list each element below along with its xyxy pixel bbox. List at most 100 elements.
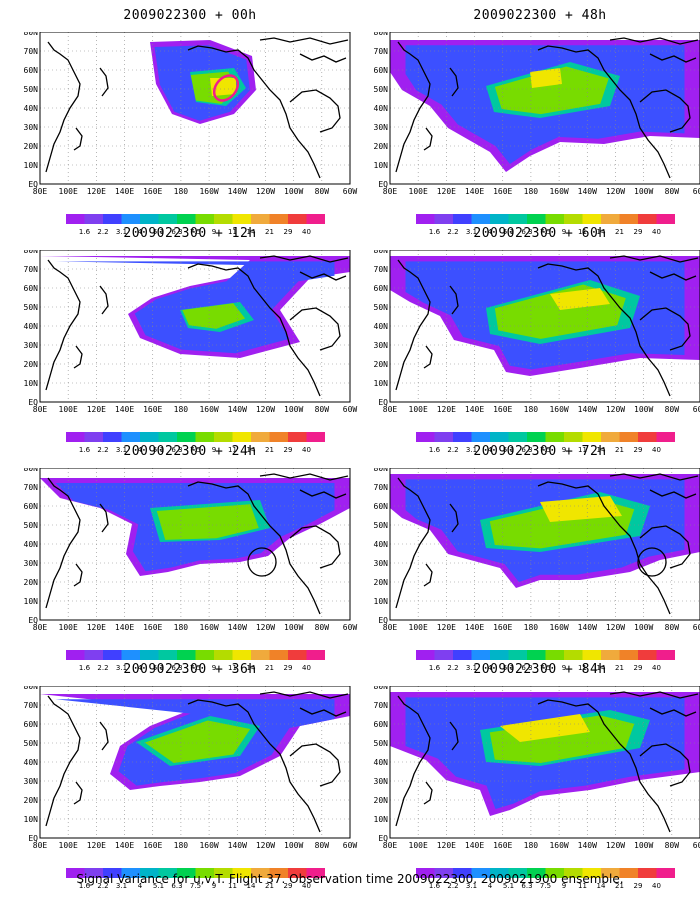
contour-level: [500, 714, 590, 742]
lon-tick-label: 80W: [665, 841, 680, 850]
lat-tick-label: 50N: [24, 303, 39, 312]
colorbar-label: 14: [597, 664, 606, 672]
coastline: [45, 41, 81, 173]
colorbar-label: 29: [634, 882, 643, 890]
coastline: [395, 695, 431, 827]
lat-tick-label: 20N: [24, 578, 39, 587]
lat-tick-label: 30N: [24, 559, 39, 568]
map-panel: 2009022300 + 60h 80N 70N 60N 50N 40N 30N 20N 10N…: [370, 226, 700, 454]
lat-tick-label: 40N: [24, 758, 39, 767]
lon-tick-label: 120W: [606, 405, 625, 414]
lat-tick-label: 20N: [374, 142, 389, 151]
panel-title: 2009022300 + 72h: [473, 444, 607, 459]
coastline: [449, 285, 459, 315]
lon-tick-label: 80E: [383, 187, 398, 196]
coastline: [45, 477, 81, 609]
colorbar-label: 4: [138, 446, 143, 454]
colorbar-swatch: [251, 214, 270, 224]
colorbar-swatch: [103, 432, 122, 442]
colorbar-label: 11: [228, 446, 237, 454]
colorbar-swatch: [251, 868, 270, 878]
coastline: [289, 307, 341, 351]
colorbar-swatch: [582, 214, 601, 224]
lat-tick-label: 80N: [24, 686, 39, 691]
lon-tick-label: 180: [174, 623, 189, 632]
colorbar-swatch: [195, 650, 214, 660]
lon-tick-label: 60W: [343, 841, 358, 850]
colorbar-label: 2.2: [97, 446, 108, 454]
colorbar-label: 9: [212, 446, 216, 454]
lon-tick-label: 60W: [343, 405, 358, 414]
contour-level: [540, 496, 622, 522]
lon-tick-label: 100E: [409, 405, 428, 414]
colorbar-label: 14: [247, 882, 256, 890]
colorbar-swatch: [66, 214, 85, 224]
colorbar-label: 2.2: [97, 882, 108, 890]
colorbar-label: 5.1: [503, 664, 514, 672]
colorbar-label: 6.3: [171, 228, 182, 236]
contour-level: [530, 68, 562, 88]
lat-tick-label: EQ: [28, 180, 38, 189]
colorbar-swatch: [195, 432, 214, 442]
colorbar-swatch: [269, 650, 288, 660]
lon-tick-label: 160W: [199, 187, 218, 196]
coastline: [289, 743, 341, 787]
lat-tick-label: 30N: [374, 341, 389, 350]
lon-tick-label: 160W: [199, 623, 218, 632]
variance-field: [150, 40, 256, 124]
lon-tick-label: 140W: [228, 623, 247, 632]
lon-tick-label: 120W: [256, 405, 275, 414]
observation-circle: [637, 547, 667, 577]
colorbar-swatch: [140, 650, 159, 660]
colorbar-swatch: [453, 214, 472, 224]
colorbar: 1.6 2.2 3.1 4 5.1 6.3 7.5 9 11 14 21 29 40: [66, 432, 325, 454]
lon-tick-label: 100W: [284, 187, 303, 196]
colorbar-swatch: [656, 868, 675, 878]
colorbar-swatch: [177, 214, 196, 224]
lat-tick-label: 40N: [374, 758, 389, 767]
coastline: [45, 259, 81, 391]
lat-tick-label: 50N: [374, 521, 389, 530]
coastline: [649, 271, 697, 281]
coastline: [99, 285, 109, 315]
variance-field: [40, 256, 350, 358]
colorbar-swatch: [453, 432, 472, 442]
panel-title: 2009022300 + 36h: [123, 662, 257, 677]
colorbar-swatch: [103, 868, 122, 878]
lon-tick-label: 140E: [115, 405, 134, 414]
lon-tick-label: 160E: [493, 841, 512, 850]
colorbar-swatch: [232, 650, 251, 660]
colorbar: 1.6 2.2 3.1 4 5.1 6.3 7.5 9 11 14 21 29 40: [416, 214, 675, 236]
observation-track: [212, 74, 240, 102]
colorbar-swatch: [214, 650, 233, 660]
coastline: [609, 691, 699, 699]
colorbar-label: 14: [247, 446, 256, 454]
coastline: [187, 263, 321, 397]
coastline: [73, 345, 83, 369]
lon-tick-label: 80W: [315, 623, 330, 632]
coastline: [649, 53, 697, 63]
lon-tick-label: 140E: [115, 187, 134, 196]
map-panel: 2009022300 + 36h 80N 70N 60N 50N 40N 30N 20N 10N…: [20, 662, 360, 890]
coastline: [609, 255, 699, 263]
coastline: [187, 45, 321, 179]
colorbar-label: 7.5: [540, 446, 551, 454]
lat-tick-label: 30N: [374, 777, 389, 786]
colorbar-swatch: [306, 650, 325, 660]
colorbar-label: 7.5: [190, 664, 201, 672]
coastline: [259, 691, 349, 699]
colorbar-swatch: [453, 650, 472, 660]
lon-tick-label: 120E: [87, 623, 106, 632]
colorbar-label: 3.1: [466, 446, 477, 454]
colorbar-label: 29: [634, 228, 643, 236]
coastline: [639, 89, 691, 133]
colorbar-label: 5.1: [153, 446, 164, 454]
coastline: [537, 699, 671, 833]
lon-tick-label: 80E: [33, 187, 48, 196]
lon-tick-label: 140E: [115, 841, 134, 850]
lon-tick-label: 160W: [549, 405, 568, 414]
lat-tick-label: 10N: [374, 161, 389, 170]
colorbar-label: 40: [652, 882, 661, 890]
